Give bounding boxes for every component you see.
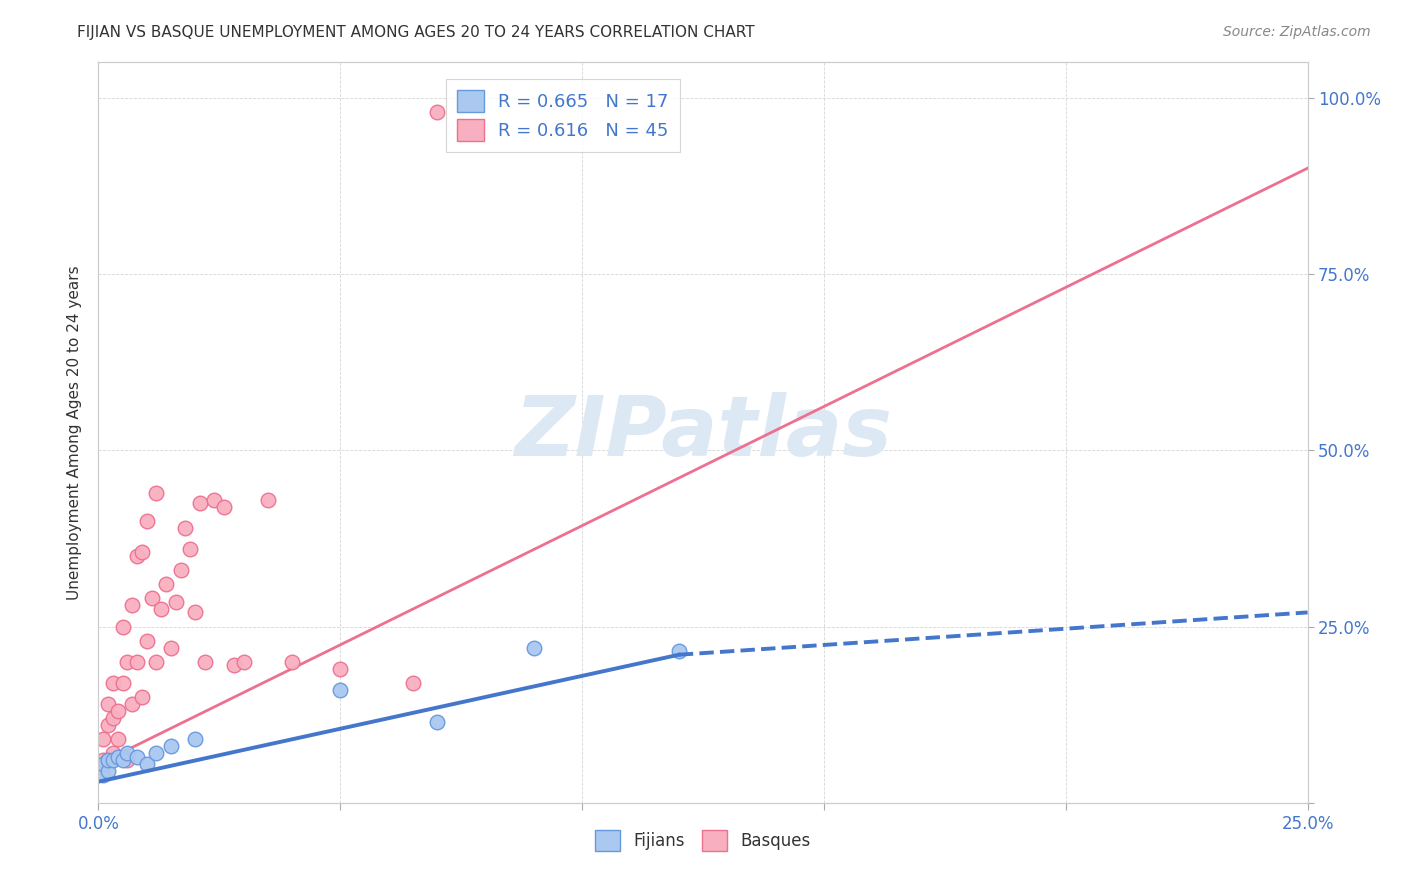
Point [232, 655, 254, 669]
Point [91, 754, 114, 768]
Point [107, 704, 129, 718]
Point [184, 732, 207, 747]
Point [204, 492, 226, 507]
Point [523, 640, 546, 655]
Point [97, 754, 120, 768]
Point [188, 496, 211, 510]
Point [127, 549, 149, 563]
Point [111, 754, 134, 768]
Point [107, 732, 129, 747]
Point [111, 750, 134, 764]
Text: FIJIAN VS BASQUE UNEMPLOYMENT AMONG AGES 20 TO 24 YEARS CORRELATION CHART: FIJIAN VS BASQUE UNEMPLOYMENT AMONG AGES… [77, 25, 755, 40]
Point [91, 757, 114, 772]
Point [91, 767, 114, 781]
Point [426, 104, 449, 119]
Point [141, 591, 163, 606]
Point [117, 747, 139, 761]
Point [256, 492, 278, 507]
Point [222, 658, 245, 673]
Point [155, 577, 177, 591]
Point [101, 754, 124, 768]
Point [131, 690, 153, 704]
Point [329, 662, 352, 676]
Point [329, 683, 352, 698]
Point [160, 739, 183, 754]
Point [281, 655, 304, 669]
Point [97, 718, 120, 732]
Point [135, 757, 157, 772]
Point [91, 732, 114, 747]
Point [111, 676, 134, 690]
Point [121, 697, 143, 711]
Point [117, 754, 139, 768]
Point [131, 545, 153, 559]
Point [194, 655, 217, 669]
Point [127, 655, 149, 669]
Point [101, 676, 124, 690]
Point [135, 514, 157, 528]
Point [174, 521, 197, 535]
Y-axis label: Unemployment Among Ages 20 to 24 years: Unemployment Among Ages 20 to 24 years [67, 265, 83, 600]
Point [165, 595, 187, 609]
Point [135, 633, 157, 648]
Point [179, 541, 201, 556]
Point [150, 602, 173, 616]
Point [212, 500, 235, 514]
Point [101, 711, 124, 725]
Point [107, 750, 129, 764]
Point [426, 714, 449, 729]
Point [402, 676, 425, 690]
Point [145, 747, 167, 761]
Text: Source: ZipAtlas.com: Source: ZipAtlas.com [1223, 25, 1371, 39]
Point [97, 697, 120, 711]
Point [101, 747, 124, 761]
Point [160, 640, 183, 655]
Point [145, 485, 167, 500]
Legend: Fijians, Basques: Fijians, Basques [589, 823, 817, 857]
Point [97, 764, 120, 778]
Point [145, 655, 167, 669]
Point [97, 754, 120, 768]
Point [169, 563, 191, 577]
Point [127, 750, 149, 764]
Text: ZIPatlas: ZIPatlas [515, 392, 891, 473]
Point [117, 655, 139, 669]
Point [184, 606, 207, 620]
Point [668, 644, 690, 658]
Point [121, 599, 143, 613]
Point [111, 619, 134, 633]
